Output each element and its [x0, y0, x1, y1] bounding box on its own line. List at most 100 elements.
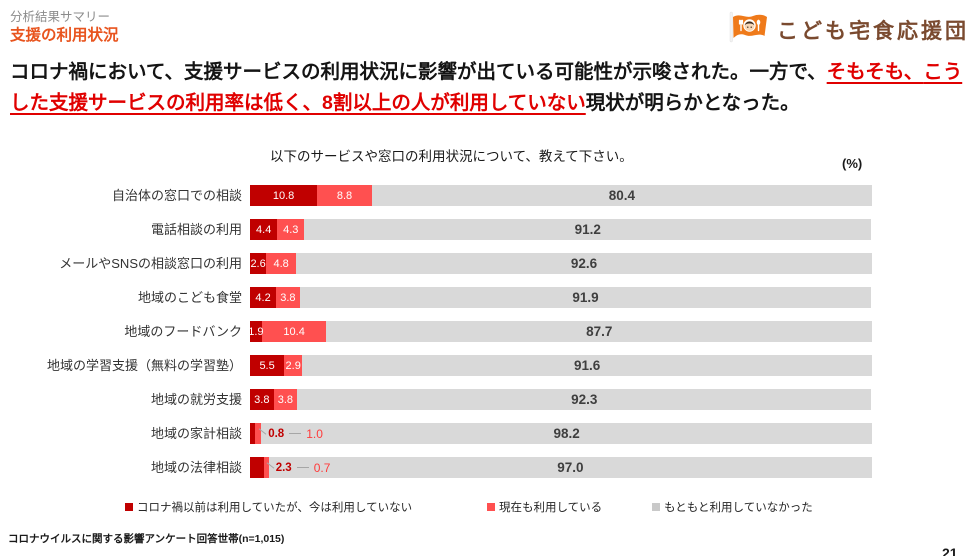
- legend-label: 現在も利用している: [499, 502, 603, 514]
- segment-still-using: 3.8: [276, 287, 300, 308]
- page-title: 支援の利用状況: [10, 27, 119, 44]
- segment-stopped-using: 2.6: [250, 253, 267, 274]
- category-label: 自治体の窓口での相談: [111, 188, 242, 203]
- summary-line1-red: そもそも、: [826, 61, 924, 83]
- summary-line2-red: こうした支援サービスの利用率は低く、8割以上の人が利用していない: [10, 61, 963, 114]
- value-label: 2.9: [285, 359, 301, 372]
- segment-stopped-using: [250, 423, 255, 444]
- chart-row: 地域のこども食堂 4.2 3.8 91.9: [8, 287, 888, 308]
- logo-wordmark: こども宅食応援団: [777, 19, 969, 43]
- legend-item-never-used: もともと利用していなかった: [652, 499, 813, 515]
- value-label: 2.3: [275, 461, 292, 474]
- value-label: 97.0: [557, 460, 584, 475]
- legend-swatch-light-red-icon: [487, 503, 495, 511]
- value-label: 91.6: [573, 358, 601, 373]
- segment-never-used: 92.3: [297, 389, 872, 410]
- bar-group: 4.2 3.8 91.9: [250, 287, 872, 308]
- category-label: メールやSNSの相談窓口の利用: [59, 256, 242, 271]
- category-label: 地域の学習支援（無料の学習塾）: [46, 358, 242, 373]
- chart-row: 地域の就労支援 3.8 3.8 92.3: [8, 389, 888, 410]
- legend-label: コロナ禍以前は利用していたが、今は利用していない: [137, 502, 413, 514]
- value-label: 87.7: [586, 324, 613, 339]
- chart-row: 地域の法律相談 97.0 2.3 0.7: [8, 457, 888, 478]
- bar-group: 3.8 3.8 92.3: [250, 389, 872, 410]
- bar-group: 4.4 4.3 91.2: [250, 219, 872, 240]
- segment-never-used: 92.6: [296, 253, 872, 274]
- chart-row: 地域のフードバンク 1.9 10.4 87.7: [8, 321, 888, 342]
- segment-still-using: [264, 457, 269, 478]
- value-label: 80.4: [608, 188, 636, 203]
- value-label: 1.0: [306, 426, 323, 441]
- value-label: 3.8: [280, 291, 296, 304]
- legend-item-still-using: 現在も利用している: [487, 499, 602, 515]
- segment-stopped-using: [250, 457, 265, 478]
- legend-swatch-gray-icon: [652, 503, 660, 511]
- segment-stopped-using: 10.8: [250, 185, 318, 206]
- value-label: 3.8: [254, 393, 270, 406]
- category-label: 地域の就労支援: [150, 392, 242, 407]
- value-label: 4.8: [273, 257, 289, 270]
- category-label: 地域の法律相談: [150, 460, 242, 475]
- value-label: 10.8: [272, 189, 295, 202]
- category-label: 地域の家計相談: [150, 426, 242, 441]
- bar-group: 97.0 2.3 0.7: [250, 457, 872, 478]
- value-label: 98.2: [553, 426, 580, 441]
- legend-label: もともと利用していなかった: [664, 502, 813, 514]
- legend-item-stopped-using: コロナ禍以前は利用していたが、今は利用していない: [125, 499, 412, 515]
- value-label: 4.4: [256, 223, 272, 236]
- segment-still-using: 4.3: [277, 219, 305, 240]
- chart-row: 地域の学習支援（無料の学習塾） 5.5 2.9 91.6: [8, 355, 888, 376]
- chart-title: 以下のサービスや窓口の利用状況について、教えて下さい。: [270, 149, 633, 164]
- segment-never-used: 91.2: [304, 219, 872, 240]
- segment-never-used: 80.4: [371, 185, 872, 206]
- segment-still-using: 10.4: [261, 321, 327, 342]
- bar-group: 2.6 4.8 92.6: [250, 253, 872, 274]
- chart-unit-label: (%): [842, 156, 863, 171]
- segment-still-using: [255, 423, 262, 444]
- segment-never-used: 97.0: [268, 457, 872, 478]
- value-label: 5.5: [259, 359, 275, 372]
- segment-still-using: 3.8: [273, 389, 298, 410]
- stacked-bar-chart: 自治体の窓口での相談 10.8 8.8 80.4 電話相談の利用 4.4 4.3 91.2 メー…: [8, 185, 888, 491]
- leader-line: [289, 433, 302, 434]
- segment-stopped-using: 5.5: [250, 355, 285, 376]
- segment-never-used: 98.2: [261, 423, 872, 444]
- chart-row: 地域の家計相談 98.2 0.8 1.0: [8, 423, 888, 444]
- segment-stopped-using: 1.9: [248, 321, 264, 342]
- summary-text: コロナ禍において、支援サービスの利用状況に影響が出ている可能性が示唆された。一方…: [10, 57, 970, 119]
- organization-logo: こども宅食応援団: [727, 10, 969, 49]
- bar-group: 5.5 2.9 91.6: [250, 355, 872, 376]
- category-label: 地域のフードバンク: [124, 324, 242, 339]
- bar-group: 10.8 8.8 80.4: [250, 185, 872, 206]
- segment-stopped-using: 3.8: [250, 389, 274, 410]
- value-label: 3.8: [277, 393, 294, 406]
- category-label: 地域のこども食堂: [137, 290, 242, 305]
- flag-with-child-face-icon: [727, 10, 769, 49]
- summary-line2-black: 現状が明らかとなった。: [585, 92, 800, 114]
- chart-row: 自治体の窓口での相談 10.8 8.8 80.4: [8, 185, 888, 206]
- page-number: 21: [942, 545, 958, 556]
- bar-group: 98.2 0.8 1.0: [250, 423, 872, 444]
- value-label: 4.3: [283, 223, 299, 236]
- segment-still-using: 4.8: [266, 253, 297, 274]
- value-label: 0.7: [313, 460, 331, 475]
- value-label: 92.3: [571, 392, 598, 407]
- segment-still-using: 2.9: [284, 355, 303, 376]
- eyebrow-label: 分析結果サマリー: [10, 10, 111, 24]
- value-label: 8.8: [336, 189, 353, 202]
- legend-swatch-dark-red-icon: [125, 503, 133, 511]
- segment-stopped-using: 4.4: [250, 219, 278, 240]
- leader-line: [296, 467, 309, 468]
- segment-never-used: 87.7: [326, 321, 872, 342]
- segment-still-using: 8.8: [317, 185, 372, 206]
- category-label: 電話相談の利用: [150, 222, 242, 237]
- summary-line1-black: コロナ禍において、支援サービスの利用状況に影響が出ている可能性が示唆された。一方…: [10, 61, 827, 83]
- bar-group: 1.9 10.4 87.7: [248, 321, 872, 342]
- segment-never-used: 91.9: [299, 287, 872, 308]
- value-label: 91.9: [572, 290, 599, 305]
- segment-stopped-using: 4.2: [250, 287, 277, 308]
- value-label: 2.6: [250, 257, 266, 270]
- value-label: 0.8: [268, 427, 285, 440]
- segment-never-used: 91.6: [302, 355, 872, 376]
